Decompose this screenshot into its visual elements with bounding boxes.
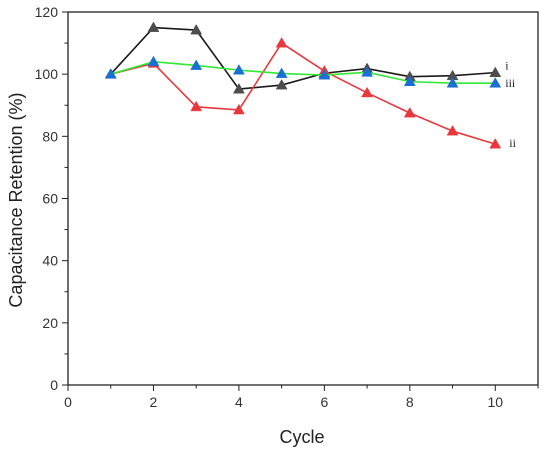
x-tick-label: 8: [406, 394, 414, 410]
data-point-triangle: [361, 66, 374, 77]
plot-frame: [67, 11, 539, 386]
data-point-triangle: [446, 77, 459, 88]
data-point-triangle: [446, 125, 459, 136]
series-line-iii: [110, 60, 496, 84]
series-line-ii: [110, 42, 496, 145]
y-tick-label: 20: [42, 315, 58, 331]
series-iii: iii: [104, 55, 516, 90]
y-tick-label: 100: [35, 66, 59, 82]
x-tick-label: 6: [320, 394, 328, 410]
x-tick-label: 4: [235, 394, 243, 410]
data-point-triangle: [403, 75, 416, 87]
y-axis-title: Capacitance Retention (%): [6, 92, 26, 307]
y-tick-label: 40: [42, 253, 58, 269]
y-tick-label: 60: [42, 191, 58, 207]
x-tick-label: 0: [64, 394, 72, 410]
x-tick-label: 10: [487, 394, 503, 410]
y-tick-label: 80: [42, 128, 58, 144]
series-line-i: [110, 26, 496, 90]
y-tick-label: 120: [35, 4, 59, 20]
data-point-triangle: [232, 103, 245, 115]
series-ii: ii: [104, 37, 517, 150]
data-point-triangle: [318, 69, 331, 80]
data-point-triangle: [275, 67, 288, 78]
data-point-triangle: [147, 55, 160, 67]
data-point-triangle: [190, 24, 203, 35]
data-point-triangle: [190, 59, 203, 70]
series-label: iii: [505, 76, 516, 90]
data-point-triangle: [104, 68, 117, 79]
data-point-triangle: [403, 107, 416, 118]
data-point-triangle: [489, 66, 502, 77]
x-tick-label: 2: [150, 394, 158, 410]
data-point-triangle: [489, 77, 502, 88]
data-point-triangle: [489, 138, 502, 149]
data-point-triangle: [232, 64, 245, 75]
data-point-triangle: [275, 79, 288, 90]
data-point-triangle: [361, 86, 374, 98]
series-label: ii: [509, 136, 516, 150]
data-point-triangle: [275, 37, 288, 48]
y-tick-label: 0: [50, 377, 58, 393]
x-axis-title: Cycle: [279, 427, 324, 447]
series-label: i: [505, 59, 509, 73]
data-point-triangle: [190, 100, 203, 112]
data-point-triangle: [147, 21, 160, 32]
data-point-triangle: [232, 83, 245, 94]
